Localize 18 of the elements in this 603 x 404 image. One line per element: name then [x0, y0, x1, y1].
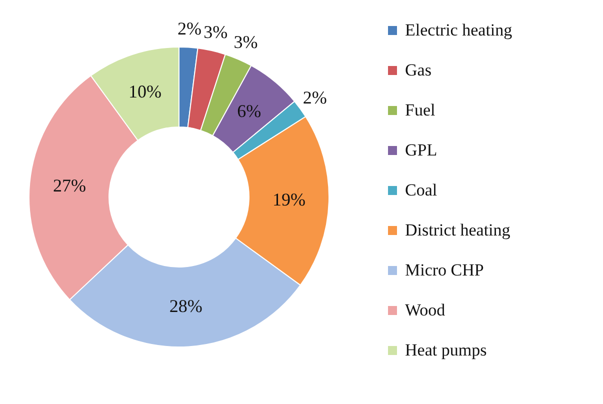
legend-label: District heating: [405, 220, 511, 240]
legend-label: Gas: [405, 60, 432, 80]
legend-label: Fuel: [405, 100, 436, 120]
data-label: 2%: [302, 87, 327, 108]
data-label: 2%: [178, 18, 202, 38]
data-label: 3%: [204, 22, 228, 42]
data-label: 3%: [234, 32, 258, 52]
legend-label: Electric heating: [405, 20, 513, 40]
legend-label: Coal: [405, 180, 438, 200]
legend-label: GPL: [405, 140, 438, 160]
legend-label: Heat pumps: [405, 340, 487, 360]
legend-label: Micro CHP: [405, 260, 484, 280]
data-label: 28%: [169, 296, 202, 316]
data-label: 19%: [272, 189, 306, 210]
legend-label: Wood: [405, 300, 446, 320]
data-label: 27%: [52, 176, 86, 196]
data-label: 6%: [237, 101, 262, 122]
data-label: 10%: [128, 81, 162, 102]
